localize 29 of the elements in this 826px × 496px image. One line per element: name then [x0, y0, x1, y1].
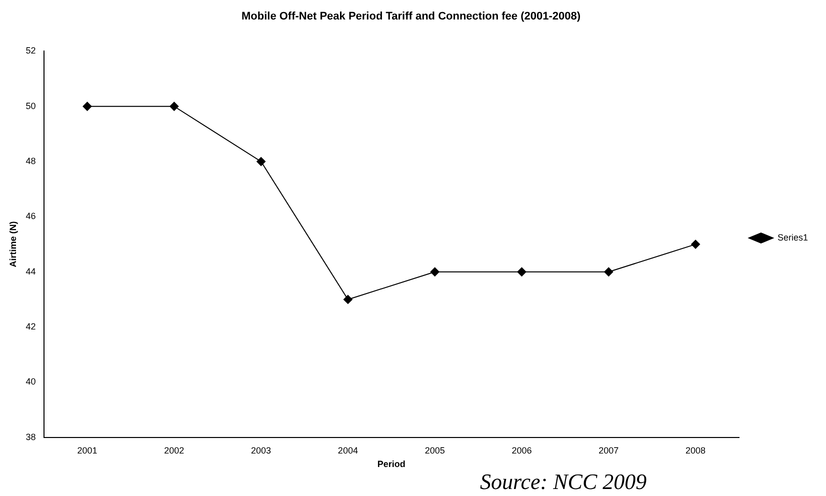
point	[170, 102, 179, 111]
point	[691, 240, 700, 249]
y-tick-label: 52	[26, 46, 36, 56]
y-tick-label: 40	[26, 376, 36, 387]
point	[256, 157, 266, 166]
point	[430, 267, 440, 276]
x-tick-label: 2002	[164, 445, 184, 456]
source-note: Source: NCC 2009	[480, 468, 647, 494]
y-tick-label: 48	[26, 156, 36, 166]
x-tick-label: 2001	[77, 445, 98, 456]
x-tick-label: 2005	[424, 445, 445, 456]
point	[82, 102, 92, 111]
x-axis-title: Period	[377, 459, 406, 470]
y-axis-title: Airtime (N)	[8, 221, 18, 268]
x-tick-label: 2006	[512, 445, 532, 456]
y-tick-label: 38	[26, 432, 36, 442]
x-tick-label: 2008	[686, 445, 706, 456]
y-tick-label: 42	[26, 322, 36, 332]
y-tick-label: 44	[26, 266, 36, 276]
chart-title: Mobile Off-Net Peak Period Tariff and Connection fee (2001-2008)	[241, 10, 581, 23]
point	[517, 267, 526, 276]
x-tick-label: 2003	[251, 445, 272, 456]
y-tick-label: 46	[26, 211, 36, 222]
x-tick-label: 2004	[338, 445, 358, 456]
y-tick-label: 50	[26, 100, 36, 111]
x-tick-label: 2007	[598, 445, 619, 456]
point	[343, 294, 352, 304]
point	[604, 267, 614, 276]
legend-label: Series1	[777, 232, 808, 242]
